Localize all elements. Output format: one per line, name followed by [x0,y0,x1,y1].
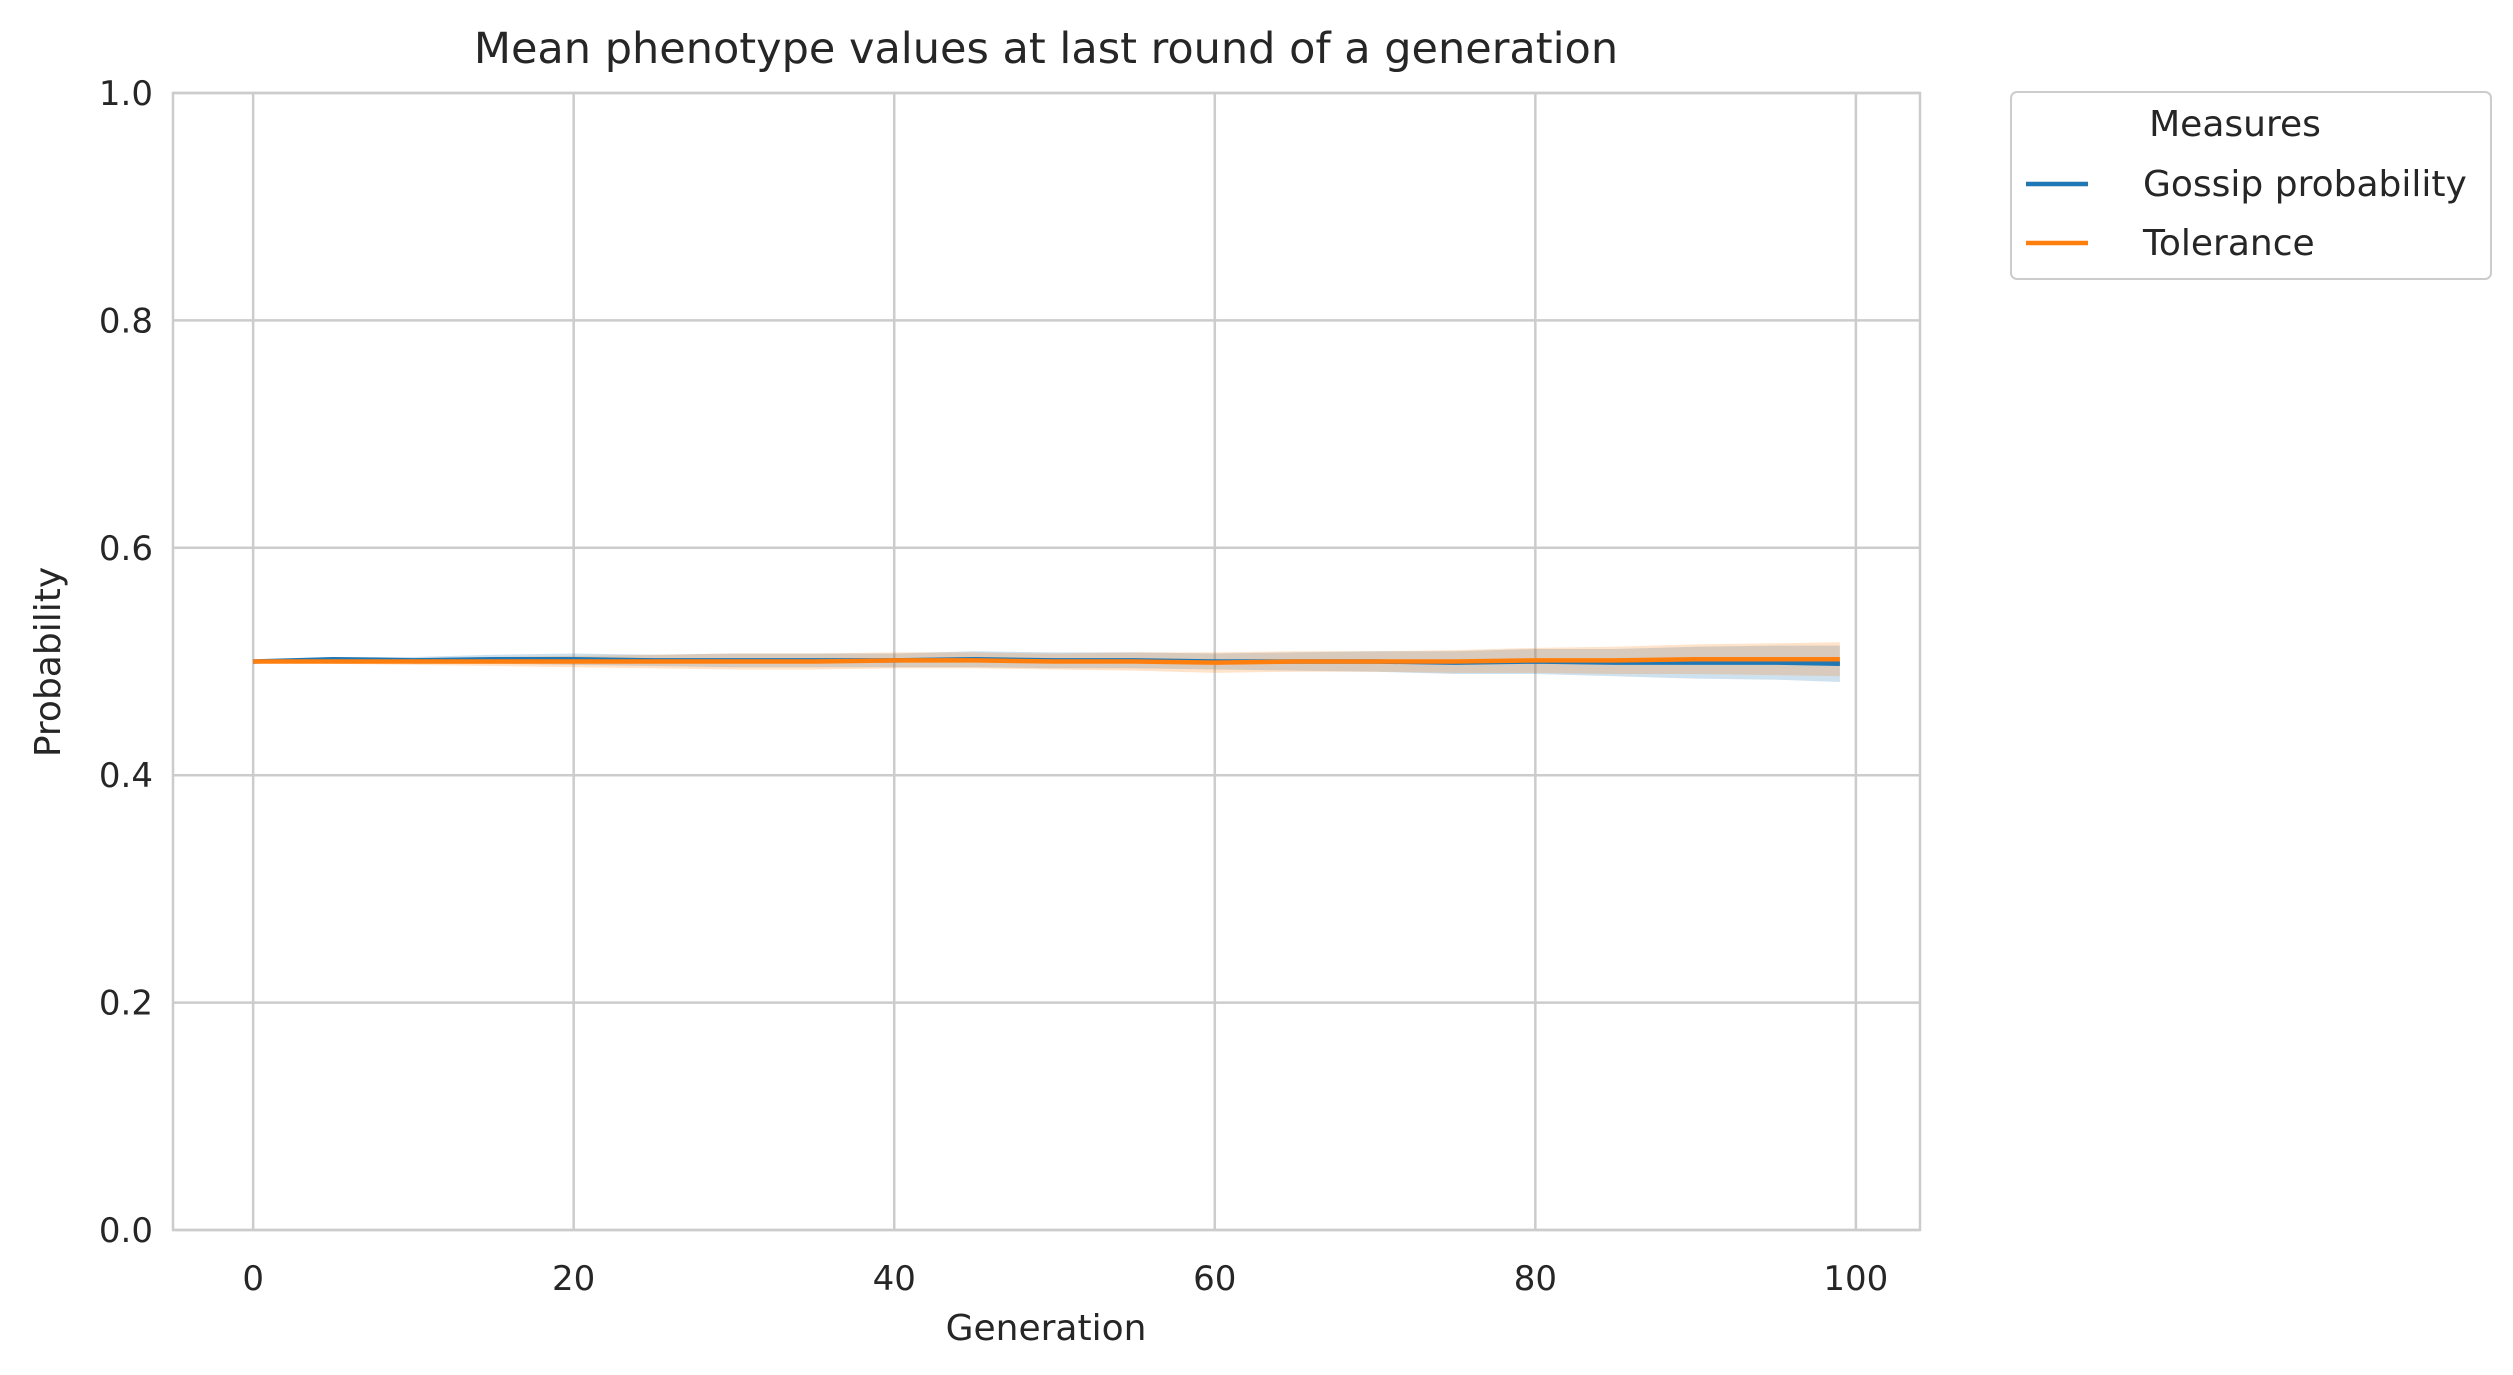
chart-title: Mean phenotype values at last round of a… [474,24,1618,74]
y-axis-label: Probability [28,567,69,757]
legend: Measures Gossip probability Tolerance [2010,91,2492,280]
legend-title: Measures [2149,104,2321,145]
y-tick-labels: 0.0 0.2 0.4 0.6 0.8 1.0 [99,74,153,1251]
y-tick-label: 0.4 [99,756,153,796]
x-axis-label: Generation [946,1308,1147,1349]
x-tick-label: 60 [1193,1259,1236,1299]
series-line [253,656,1840,665]
y-tick-label: 0.2 [99,984,153,1024]
y-tick-label: 0.8 [99,301,153,341]
x-tick-label: 0 [242,1259,264,1299]
y-tick-label: 1.0 [99,74,153,114]
legend-entry-label: Gossip probability [2143,164,2467,205]
plot-frame [171,91,1922,1232]
confidence-band [253,645,1840,682]
legend-entry-label: Tolerance [2142,223,2315,264]
legend-entries: Gossip probability Tolerance [2026,164,2467,264]
legend-frame [2010,91,2492,280]
x-tick-label: 80 [1514,1259,1557,1299]
y-tick-label: 0.6 [99,529,153,569]
x-tick-labels: 0 20 40 60 80 100 [242,1259,1888,1299]
y-tick-label: 0.0 [99,1211,153,1251]
series-lines [253,656,1840,667]
x-tick-label: 100 [1823,1259,1888,1299]
x-tick-label: 40 [873,1259,916,1299]
x-tick-label: 20 [552,1259,595,1299]
